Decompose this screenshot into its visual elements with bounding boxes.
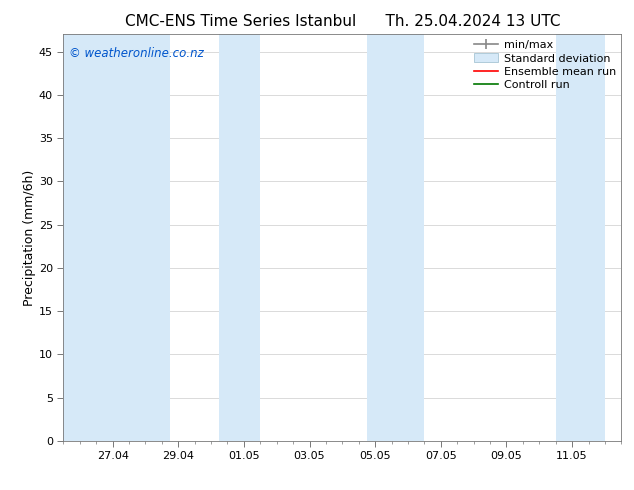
Legend: min/max, Standard deviation, Ensemble mean run, Controll run: min/max, Standard deviation, Ensemble me… xyxy=(471,38,618,92)
Bar xyxy=(219,34,261,441)
Bar xyxy=(367,34,424,441)
Text: © weatheronline.co.nz: © weatheronline.co.nz xyxy=(69,47,204,59)
Bar xyxy=(555,34,605,441)
Title: CMC-ENS Time Series Istanbul      Th. 25.04.2024 13 UTC: CMC-ENS Time Series Istanbul Th. 25.04.2… xyxy=(125,14,560,29)
Y-axis label: Precipitation (mm/6h): Precipitation (mm/6h) xyxy=(23,170,36,306)
Bar xyxy=(63,34,170,441)
